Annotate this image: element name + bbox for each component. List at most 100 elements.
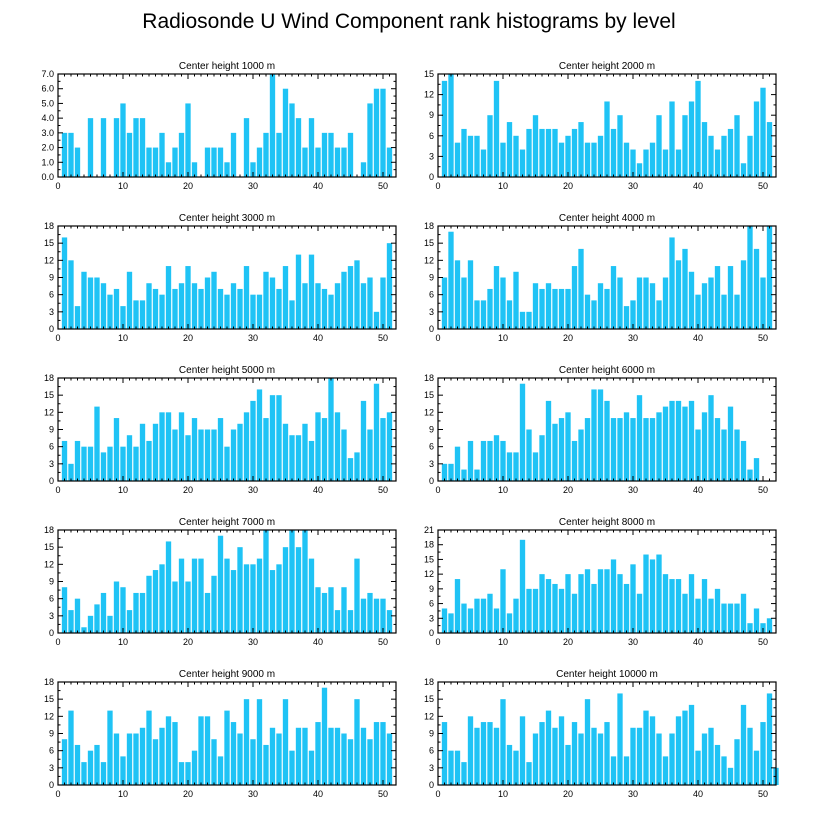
bar [172,288,178,329]
bar [204,429,211,481]
bar [113,581,120,633]
bar [584,418,591,481]
bar [734,429,740,481]
bar [480,722,487,785]
bar [315,587,321,633]
bar [461,762,467,785]
y-tick-label: 21 [424,525,434,535]
bar [708,135,714,177]
bar [539,435,545,481]
bar [584,699,591,785]
bar [172,147,178,177]
bar [552,583,558,633]
y-tick-label: 7.0 [41,69,54,79]
bar [539,722,545,785]
bar [740,163,747,177]
bar [604,400,610,481]
bar [360,162,367,177]
bar [682,593,688,633]
bar [74,598,81,633]
bar [571,722,578,785]
bar [295,254,302,329]
bar [669,101,675,177]
y-tick-label: 3 [49,459,54,469]
bar [126,132,133,177]
y-tick-label: 18 [44,221,54,231]
bar [373,383,380,481]
bar [250,739,256,785]
y-tick-label: 18 [44,525,54,535]
bar [545,400,552,481]
bar [519,383,526,481]
y-tick-label: 3 [429,307,434,317]
x-tick-label: 0 [435,485,440,495]
bar [243,564,250,633]
bar [695,80,701,177]
bar [630,727,636,785]
bar [152,739,159,785]
bar [61,739,68,785]
bar [532,452,539,481]
bar [250,162,256,177]
panel-title: Center height 6000 m [559,365,655,376]
bar [191,418,198,481]
bar [94,406,100,481]
bar [263,530,269,633]
bar [204,592,211,633]
x-tick-label: 50 [378,181,388,191]
bar [308,118,315,177]
bar [367,739,373,785]
bar [139,118,146,177]
bar [315,283,321,329]
bar [461,277,467,329]
bar [334,610,341,633]
bar [506,122,513,177]
bar [461,603,467,633]
bar [649,283,656,329]
bar [243,699,250,785]
bar [367,429,373,481]
bar [688,574,695,633]
bar [100,762,107,785]
x-tick-label: 50 [378,789,388,799]
bar [513,750,519,785]
bar [701,412,708,481]
x-tick-label: 0 [55,637,60,647]
y-tick-label: 0.0 [41,172,54,182]
bar [87,277,94,329]
bar [68,463,74,481]
bar [81,271,87,329]
x-tick-label: 30 [628,333,638,343]
bar [714,588,721,633]
bar [133,446,139,481]
bar [747,226,753,329]
bar [597,389,604,481]
bar [539,574,545,633]
bar [617,574,623,633]
bar [727,128,734,177]
bar [500,440,506,481]
bar [334,412,341,481]
bar [178,762,185,785]
bar [74,306,81,329]
bar [263,744,269,785]
bar [500,142,506,177]
bar [701,283,708,329]
bar [740,440,747,481]
bar [380,722,386,785]
bar [263,132,269,177]
bar [282,547,289,633]
panel-4: Center height 4000 m 0 10 20 30 40 50 0 3 6 9 12 15 1… [424,213,777,343]
bar [204,147,211,177]
bar [256,147,263,177]
bar [454,142,461,177]
x-tick-label: 30 [628,181,638,191]
bar [107,294,113,329]
x-tick-label: 10 [498,333,508,343]
bar [341,587,347,633]
bar [152,147,159,177]
y-tick-label: 12 [44,711,54,721]
bar [708,395,714,481]
bar [467,608,474,633]
bar [74,147,81,177]
